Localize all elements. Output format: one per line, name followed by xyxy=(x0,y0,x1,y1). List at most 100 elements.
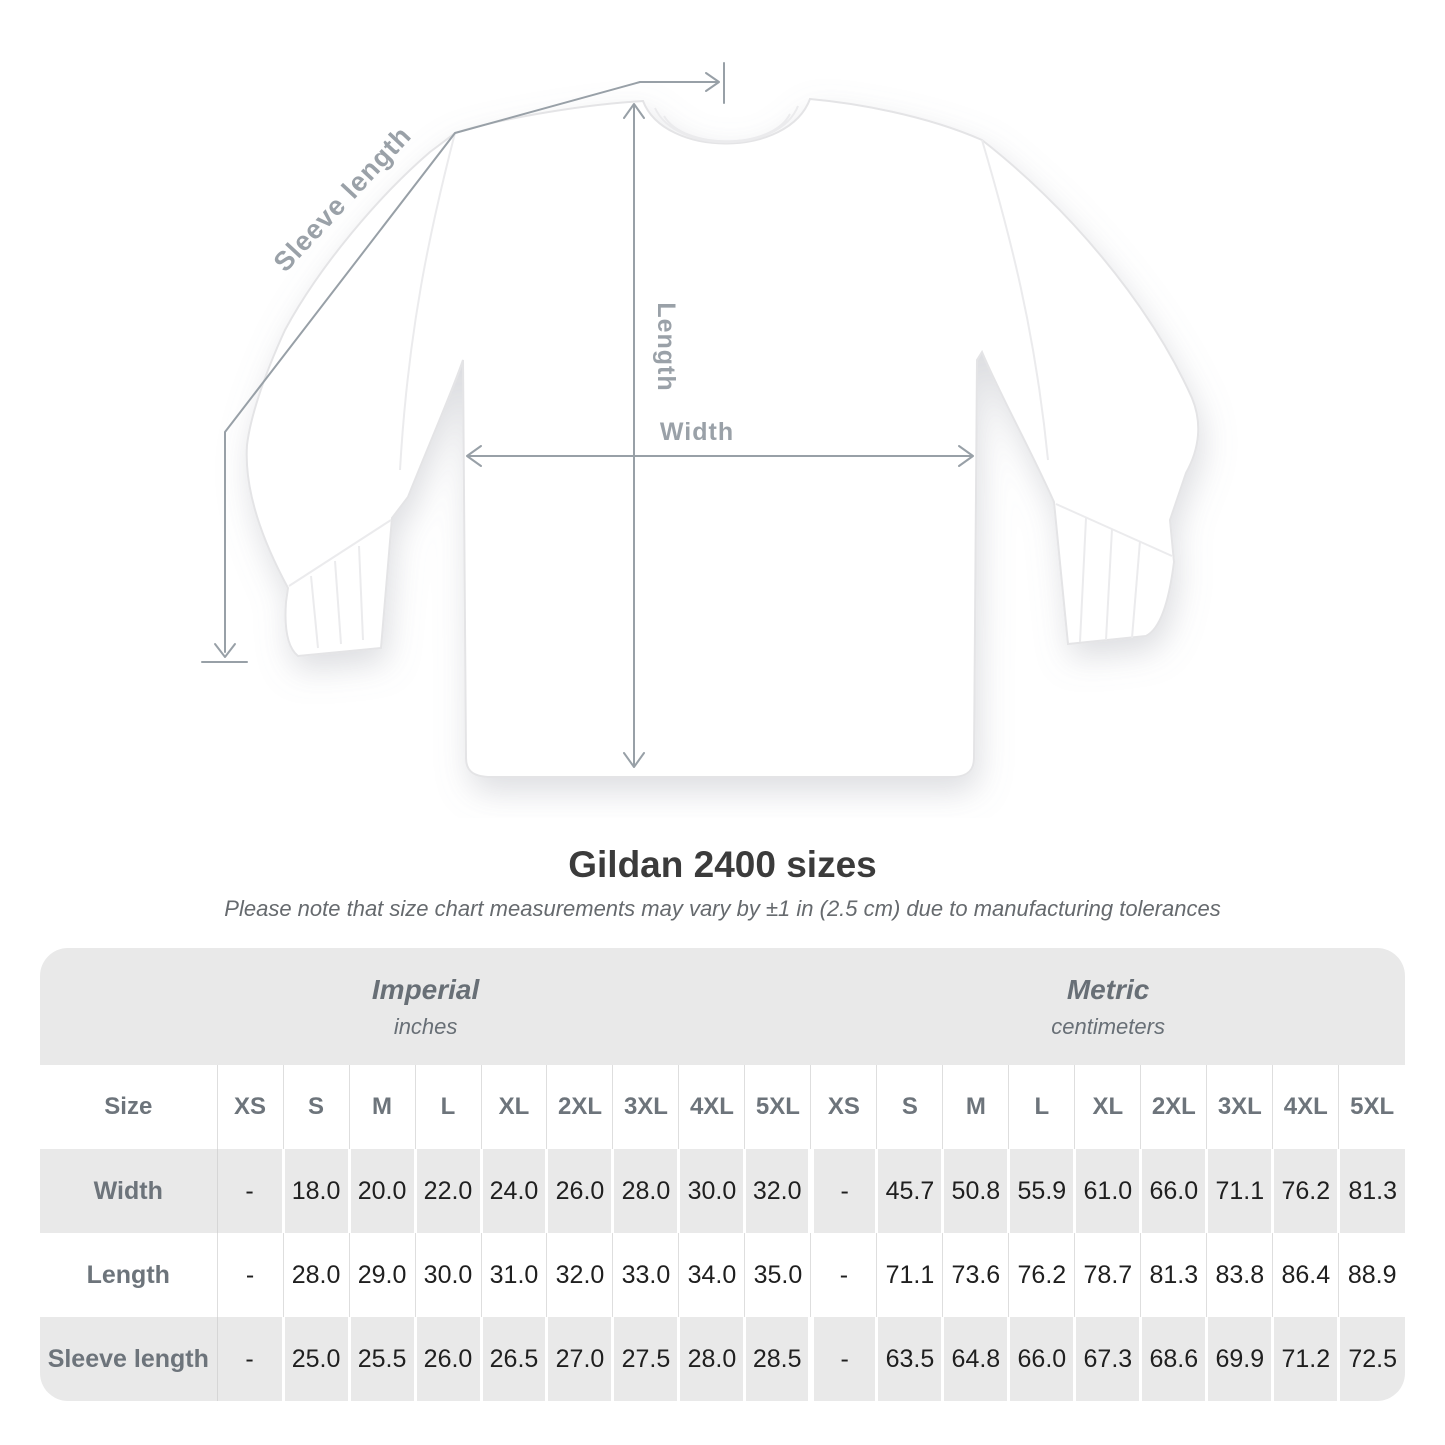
cell-value: 20.0 xyxy=(347,1149,416,1233)
table-row-length: Length -28.0 29.0 30.0 31.0 32.0 33.0 34.0 35.0-… xyxy=(40,1233,1405,1317)
width-label: Width xyxy=(660,418,734,446)
cell-value: 63.5 xyxy=(875,1317,943,1401)
size-col-header-metric-2xl: 2XL xyxy=(1140,1065,1207,1149)
metric-label: Metric xyxy=(1066,973,1150,1005)
page-title: Gildan 2400 sizes xyxy=(568,844,877,885)
cell-value: - xyxy=(810,1233,877,1317)
collar-inner-line xyxy=(663,113,791,143)
size-col-header-imperial-5xl: 5XL xyxy=(744,1065,811,1149)
cell-value: 86.4 xyxy=(1272,1233,1339,1317)
cell-value: 76.2 xyxy=(1271,1149,1339,1233)
size-col-header-metric-4xl: 4XL xyxy=(1272,1065,1339,1149)
size-table-body: Size XS S M L XL 2XL 3XL 4XL 5XL XS S M L XL 2XL 3XL 4XL 5… xyxy=(40,1065,1405,1401)
cell-value: 30.0 xyxy=(677,1149,745,1233)
size-col-header-imperial-s: S xyxy=(282,1065,350,1149)
size-table: Size XS S M L XL 2XL 3XL 4XL 5XL XS S M L XL 2XL 3XL 4XL 5… xyxy=(40,1065,1405,1401)
right-sleeve-crease xyxy=(981,139,1049,461)
cell-value: 33.0 xyxy=(612,1233,679,1317)
cell-value: 66.0 xyxy=(1139,1149,1207,1233)
size-col-header-metric-xl: XL xyxy=(1074,1065,1141,1149)
cell-value: 34.0 xyxy=(678,1233,745,1317)
page-subtitle: Please note that size chart measurements… xyxy=(224,896,1221,921)
cell-value: - xyxy=(807,1149,877,1233)
row-label: Sleeve length xyxy=(40,1317,218,1401)
cell-value: 29.0 xyxy=(348,1233,416,1317)
imperial-section-header: Imperial inches xyxy=(40,948,811,1065)
cell-value: 28.0 xyxy=(611,1149,679,1233)
size-col-header-imperial-4xl: 4XL xyxy=(678,1065,745,1149)
cell-value: 27.0 xyxy=(545,1317,613,1401)
cell-value: - xyxy=(216,1233,284,1317)
row-label: Length xyxy=(40,1233,218,1317)
sleeve-length-arrow xyxy=(201,62,725,663)
table-row-width: Width -18.0 20.0 22.0 24.0 26.0 28.0 30.0 32.0-4… xyxy=(40,1149,1405,1233)
cell-value: 27.5 xyxy=(611,1317,679,1401)
left-cuff-seam xyxy=(288,519,392,587)
cell-value: 35.0 xyxy=(744,1233,811,1317)
size-col-header-metric-m: M xyxy=(942,1065,1009,1149)
cell-value: 73.6 xyxy=(942,1233,1009,1317)
cell-value: 71.2 xyxy=(1271,1317,1339,1401)
size-header-row: Size XS S M L XL 2XL 3XL 4XL 5XL XS S M L XL 2XL 3XL 4XL 5… xyxy=(40,1065,1405,1149)
size-col-header-imperial-l: L xyxy=(414,1065,481,1149)
cell-value: 55.9 xyxy=(1007,1149,1075,1233)
cell-value: 28.0 xyxy=(677,1317,745,1401)
cell-value: 76.2 xyxy=(1008,1233,1075,1317)
size-col-header-metric-s: S xyxy=(876,1065,943,1149)
right-cuff-ribs xyxy=(1079,517,1141,643)
cell-value: 31.0 xyxy=(480,1233,547,1317)
shirt-illustration xyxy=(245,97,1200,778)
size-col-header-metric-l: L xyxy=(1008,1065,1075,1149)
cell-value: 71.1 xyxy=(1205,1149,1273,1233)
size-col-header-imperial-2xl: 2XL xyxy=(546,1065,613,1149)
size-col-header-imperial-xl: XL xyxy=(480,1065,547,1149)
size-col-header-metric-xs: XS xyxy=(810,1065,877,1149)
cell-value: 28.0 xyxy=(282,1233,350,1317)
size-col-header-imperial-xs: XS xyxy=(216,1065,284,1149)
size-column-header: Size xyxy=(40,1065,218,1149)
cell-value: 45.7 xyxy=(875,1149,943,1233)
cell-value: 18.0 xyxy=(281,1149,350,1233)
cell-value: 67.3 xyxy=(1073,1317,1141,1401)
cell-value: 25.5 xyxy=(347,1317,416,1401)
cell-value: 26.5 xyxy=(479,1317,547,1401)
unit-section-band: Imperial inches Metric centimeters xyxy=(40,948,1405,1065)
cell-value: 25.0 xyxy=(281,1317,350,1401)
table-row-sleeve-length: Sleeve length -25.0 25.5 26.0 26.5 27.0 27.5 28… xyxy=(40,1317,1405,1401)
cell-value: 71.1 xyxy=(876,1233,943,1317)
cell-value: 22.0 xyxy=(413,1149,481,1233)
cell-value: 78.7 xyxy=(1074,1233,1141,1317)
cell-value: 66.0 xyxy=(1007,1317,1075,1401)
cell-value: 30.0 xyxy=(414,1233,481,1317)
cell-value: 69.9 xyxy=(1205,1317,1273,1401)
cell-value: - xyxy=(216,1149,284,1233)
length-label: Length xyxy=(652,302,680,391)
cell-value: 68.6 xyxy=(1139,1317,1207,1401)
cell-value: 64.8 xyxy=(941,1317,1009,1401)
left-sleeve-crease xyxy=(399,132,456,471)
metric-section-header: Metric centimeters xyxy=(811,948,1405,1065)
size-col-header-metric-5xl: 5XL xyxy=(1338,1065,1405,1149)
size-chart-table: Imperial inches Metric centimeters Size X… xyxy=(40,948,1405,1401)
size-col-header-imperial-3xl: 3XL xyxy=(612,1065,679,1149)
cell-value: - xyxy=(216,1317,284,1401)
cell-value: 81.3 xyxy=(1337,1149,1405,1233)
cell-value: 28.5 xyxy=(743,1317,811,1401)
cell-value: 61.0 xyxy=(1073,1149,1141,1233)
row-label: Width xyxy=(40,1149,218,1233)
cell-value: 26.0 xyxy=(413,1317,481,1401)
right-cuff-seam xyxy=(1055,503,1173,557)
width-arrow xyxy=(466,445,974,467)
cell-value: 32.0 xyxy=(546,1233,613,1317)
cell-value: 72.5 xyxy=(1337,1317,1405,1401)
cell-value: 24.0 xyxy=(479,1149,547,1233)
cell-value: - xyxy=(807,1317,877,1401)
left-cuff-ribs xyxy=(310,545,364,649)
metric-unit-label: centimeters xyxy=(1051,1013,1165,1039)
imperial-unit-label: inches xyxy=(393,1013,458,1039)
shirt-measurement-diagram: Sleeve length Length Width xyxy=(201,62,1200,778)
cell-value: 88.9 xyxy=(1338,1233,1405,1317)
size-col-header-imperial-m: M xyxy=(348,1065,416,1149)
imperial-label: Imperial xyxy=(371,973,480,1005)
